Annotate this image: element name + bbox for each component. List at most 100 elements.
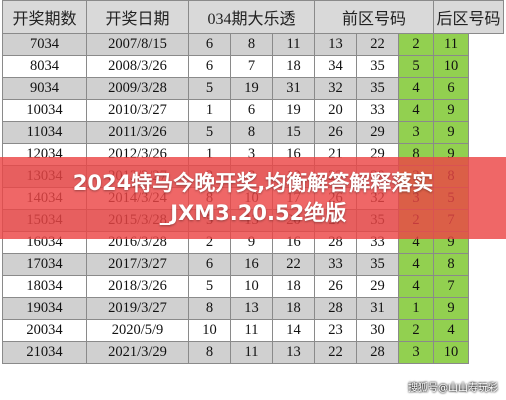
- date-cell: 2017/3/27: [86, 253, 189, 276]
- back-number-cell: 9: [433, 121, 469, 144]
- front-number-cell: 14: [272, 319, 315, 342]
- front-number-cell: 6: [188, 55, 231, 78]
- table-row: 18034 2018/3/26 5 10 18 26 29 4 7: [2, 275, 504, 298]
- front-number-cell: 5: [188, 121, 231, 144]
- back-number-cell: 3: [398, 341, 434, 364]
- back-number-cell: 9: [433, 297, 469, 320]
- table-header-row: 开奖期数 开奖日期 034期大乐透 前区号码 后区号码: [2, 0, 505, 34]
- table-row: 10034 2010/3/27 1 6 19 20 33 4 9: [2, 99, 504, 122]
- front-number-cell: 31: [272, 77, 315, 100]
- back-number-cell: 7: [433, 275, 469, 298]
- front-number-cell: 11: [230, 341, 273, 364]
- front-number-cell: 11: [272, 33, 315, 56]
- date-cell: 2011/3/26: [86, 121, 189, 144]
- front-number-cell: 31: [356, 297, 399, 320]
- front-number-cell: 22: [314, 341, 357, 364]
- front-number-cell: 26: [314, 275, 357, 298]
- front-number-cell: 15: [272, 121, 315, 144]
- front-number-cell: 18: [272, 297, 315, 320]
- front-number-cell: 23: [314, 319, 357, 342]
- period-cell: 21034: [2, 341, 87, 364]
- front-number-cell: 30: [356, 319, 399, 342]
- table-row: 19034 2019/3/27 8 13 18 28 31 1 9: [2, 297, 504, 320]
- front-number-cell: 33: [356, 99, 399, 122]
- date-cell: 2021/3/29: [86, 341, 189, 364]
- front-number-cell: 29: [356, 275, 399, 298]
- front-number-cell: 26: [314, 121, 357, 144]
- front-number-cell: 18: [272, 55, 315, 78]
- back-number-cell: 10: [433, 55, 469, 78]
- banner-line-2: _JXM3.20.52绝版: [159, 201, 347, 225]
- front-number-cell: 5: [188, 77, 231, 100]
- front-number-cell: 6: [188, 33, 231, 56]
- header-issue-034: 034期大乐透: [188, 0, 315, 34]
- date-cell: 2009/3/28: [86, 77, 189, 100]
- back-number-cell: 2: [398, 319, 434, 342]
- front-number-cell: 10: [230, 275, 273, 298]
- front-number-cell: 29: [356, 121, 399, 144]
- period-cell: 18034: [2, 275, 87, 298]
- front-number-cell: 35: [356, 253, 399, 276]
- front-number-cell: 8: [230, 33, 273, 56]
- front-number-cell: 1: [188, 99, 231, 122]
- back-number-cell: 1: [398, 297, 434, 320]
- back-number-cell: 6: [433, 77, 469, 100]
- header-period: 开奖期数: [2, 0, 87, 34]
- back-number-cell: 9: [433, 99, 469, 122]
- period-cell: 9034: [2, 77, 87, 100]
- date-cell: 2010/3/27: [86, 99, 189, 122]
- period-cell: 10034: [2, 99, 87, 122]
- table-row: 9034 2009/3/28 5 19 31 32 35 4 6: [2, 77, 504, 100]
- table-row: 20034 2020/5/9 10 11 14 23 30 2 4: [2, 319, 504, 342]
- source-watermark: 搜狐号@山山寿玩彩: [408, 383, 498, 394]
- front-number-cell: 6: [188, 253, 231, 276]
- front-number-cell: 13: [314, 33, 357, 56]
- front-number-cell: 19: [272, 99, 315, 122]
- front-number-cell: 32: [314, 77, 357, 100]
- period-cell: 11034: [2, 121, 87, 144]
- header-date: 开奖日期: [86, 0, 189, 34]
- back-number-cell: 5: [398, 55, 434, 78]
- banner-line-1: 2024特马今晚开奖,均衡解答解释落实: [72, 171, 434, 195]
- date-cell: 2008/3/26: [86, 55, 189, 78]
- period-cell: 19034: [2, 297, 87, 320]
- back-number-cell: 4: [433, 319, 469, 342]
- back-number-cell: 3: [398, 121, 434, 144]
- back-number-cell: 4: [398, 77, 434, 100]
- front-number-cell: 8: [188, 341, 231, 364]
- front-number-cell: 8: [230, 121, 273, 144]
- front-number-cell: 13: [230, 297, 273, 320]
- back-number-cell: 4: [398, 99, 434, 122]
- front-number-cell: 8: [188, 297, 231, 320]
- date-cell: 2018/3/26: [86, 275, 189, 298]
- front-number-cell: 7: [230, 55, 273, 78]
- front-number-cell: 35: [356, 55, 399, 78]
- table-row: 21034 2021/3/29 8 11 13 22 28 3 10: [2, 341, 504, 364]
- table-row: 11034 2011/3/26 5 8 15 26 29 3 9: [2, 121, 504, 144]
- back-number-cell: 10: [433, 341, 469, 364]
- table-row: 8034 2008/3/26 6 7 18 34 35 5 10: [2, 55, 504, 78]
- back-number-cell: 11: [433, 33, 469, 56]
- front-number-cell: 28: [314, 297, 357, 320]
- front-number-cell: 11: [230, 319, 273, 342]
- period-cell: 8034: [2, 55, 87, 78]
- period-cell: 7034: [2, 33, 87, 56]
- back-number-cell: 4: [398, 253, 434, 276]
- front-number-cell: 5: [188, 275, 231, 298]
- title-overlay-banner: 2024特马今晚开奖,均衡解答解释落实 _JXM3.20.52绝版: [0, 157, 506, 239]
- back-number-cell: 4: [398, 275, 434, 298]
- front-number-cell: 34: [314, 55, 357, 78]
- date-cell: 2019/3/27: [86, 297, 189, 320]
- front-number-cell: 20: [314, 99, 357, 122]
- front-number-cell: 33: [314, 253, 357, 276]
- date-cell: 2020/5/9: [86, 319, 189, 342]
- header-front-numbers: 前区号码: [314, 0, 434, 34]
- back-number-cell: 8: [433, 253, 469, 276]
- front-number-cell: 13: [272, 341, 315, 364]
- front-number-cell: 6: [230, 99, 273, 122]
- period-cell: 17034: [2, 253, 87, 276]
- front-number-cell: 35: [356, 77, 399, 100]
- front-number-cell: 10: [188, 319, 231, 342]
- table-row: 17034 2017/3/27 6 16 22 33 35 4 8: [2, 253, 504, 276]
